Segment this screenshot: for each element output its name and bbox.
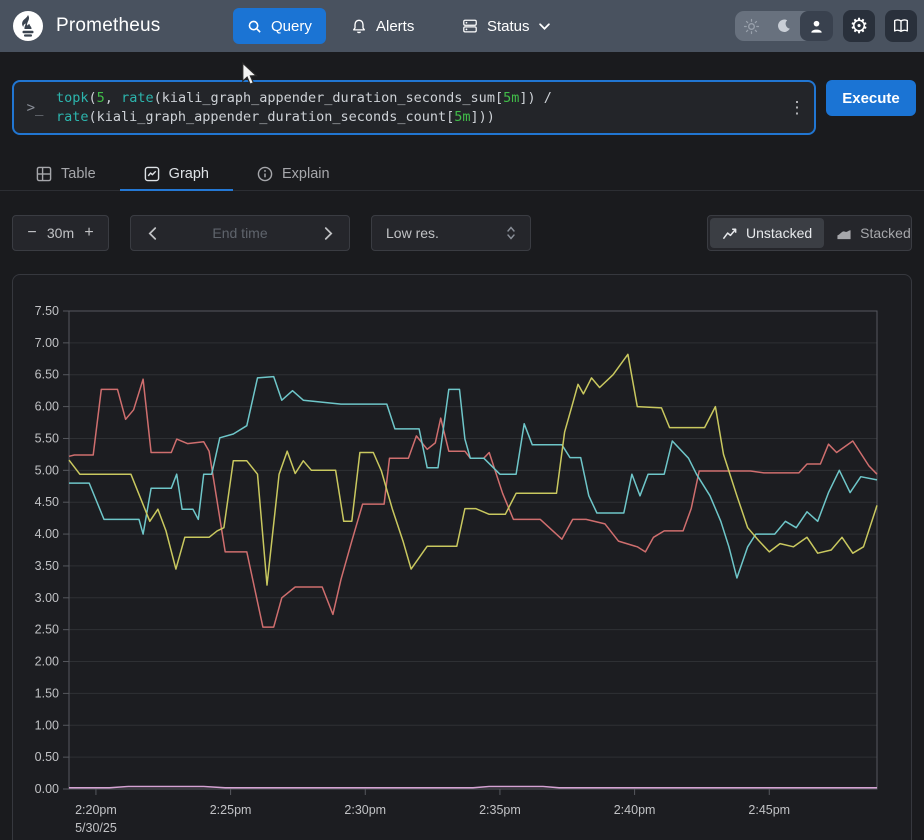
svg-text:0.00: 0.00 bbox=[35, 782, 59, 796]
app-title: Prometheus bbox=[56, 0, 160, 52]
svg-text:7.50: 7.50 bbox=[35, 304, 59, 318]
theme-dark-option[interactable] bbox=[768, 11, 801, 41]
bell-icon bbox=[351, 18, 367, 35]
query-expression-input[interactable]: >_ topk(5, rate(kiali_graph_appender_dur… bbox=[12, 80, 816, 135]
tab-explain-label: Explain bbox=[282, 166, 330, 182]
table-icon bbox=[36, 166, 52, 182]
chevron-down-icon bbox=[539, 23, 550, 30]
svg-text:1.00: 1.00 bbox=[35, 718, 59, 732]
tab-graph[interactable]: Graph bbox=[120, 157, 233, 190]
svg-text:2:30pm: 2:30pm bbox=[344, 803, 386, 817]
series-red bbox=[69, 379, 877, 627]
end-time-picker: End time bbox=[130, 215, 350, 251]
graph-icon bbox=[144, 166, 160, 182]
svg-text:1.50: 1.50 bbox=[35, 686, 59, 700]
theme-toggle-group bbox=[735, 11, 833, 41]
info-icon bbox=[257, 166, 273, 182]
unstacked-label: Unstacked bbox=[746, 225, 812, 241]
chevron-left-icon bbox=[148, 227, 157, 240]
svg-text:5/30/25: 5/30/25 bbox=[75, 821, 117, 835]
svg-text:2:40pm: 2:40pm bbox=[614, 803, 656, 817]
range-decrease-button[interactable]: − bbox=[19, 218, 45, 248]
unstacked-toggle[interactable]: Unstacked bbox=[710, 218, 824, 248]
promql-line-2: rate(kiali_graph_appender_duration_secon… bbox=[56, 108, 780, 127]
tab-explain[interactable]: Explain bbox=[233, 157, 354, 190]
nav-status-label: Status bbox=[487, 18, 530, 35]
series-yellow bbox=[69, 354, 877, 585]
svg-text:2:35pm: 2:35pm bbox=[479, 803, 521, 817]
settings-button[interactable]: ⚙ bbox=[843, 10, 875, 42]
theme-light-option[interactable] bbox=[735, 11, 768, 41]
stacked-label: Stacked bbox=[860, 225, 911, 241]
stacking-toggle-group: Unstacked Stacked bbox=[707, 215, 912, 251]
svg-text:2:25pm: 2:25pm bbox=[210, 803, 252, 817]
promql-expression[interactable]: topk(5, rate(kiali_graph_appender_durati… bbox=[56, 89, 780, 127]
svg-text:7.00: 7.00 bbox=[35, 336, 59, 350]
svg-text:2:20pm: 2:20pm bbox=[75, 803, 117, 817]
svg-text:2.00: 2.00 bbox=[35, 655, 59, 669]
graph-panel: 0.00 0.50 1.00 1.50 2.00 2.50 3.00 3.50 4.00 4.50… bbox=[12, 274, 912, 840]
svg-text:6.00: 6.00 bbox=[35, 400, 59, 414]
end-time-back-button[interactable] bbox=[139, 218, 165, 248]
nav-query-button[interactable]: Query bbox=[233, 8, 326, 44]
line-chart-icon bbox=[722, 226, 738, 241]
end-time-forward-button[interactable] bbox=[315, 218, 341, 248]
documentation-button[interactable] bbox=[885, 10, 917, 42]
prometheus-logo bbox=[12, 10, 44, 42]
resolution-select[interactable]: Low res. bbox=[371, 215, 531, 251]
svg-text:4.50: 4.50 bbox=[35, 495, 59, 509]
search-icon bbox=[247, 19, 262, 34]
book-icon bbox=[892, 17, 910, 35]
person-icon bbox=[808, 18, 825, 35]
range-value[interactable]: 30m bbox=[47, 225, 74, 241]
nav-alerts-label: Alerts bbox=[376, 18, 414, 35]
nav-status-button[interactable]: Status bbox=[448, 8, 564, 44]
execute-button[interactable]: Execute bbox=[826, 80, 916, 116]
svg-text:4.00: 4.00 bbox=[35, 527, 59, 541]
svg-text:5.00: 5.00 bbox=[35, 463, 59, 477]
chevron-up-down-icon bbox=[506, 225, 516, 241]
navbar: Prometheus Query Alerts Status bbox=[0, 0, 924, 52]
tab-table-label: Table bbox=[61, 166, 96, 182]
theme-auto-option[interactable] bbox=[800, 11, 833, 41]
query-options-menu-button[interactable]: ⋮ bbox=[780, 98, 814, 118]
svg-text:3.00: 3.00 bbox=[35, 591, 59, 605]
svg-text:0.50: 0.50 bbox=[35, 750, 59, 764]
end-time-input[interactable]: End time bbox=[212, 225, 267, 241]
terminal-prompt-icon: >_ bbox=[14, 100, 56, 116]
svg-text:2.50: 2.50 bbox=[35, 623, 59, 637]
nav-alerts-button[interactable]: Alerts bbox=[337, 8, 428, 44]
svg-text:3.50: 3.50 bbox=[35, 559, 59, 573]
svg-text:5.50: 5.50 bbox=[35, 431, 59, 445]
time-series-chart-svg[interactable]: 0.00 0.50 1.00 1.50 2.00 2.50 3.00 3.50 4.00 4.50… bbox=[13, 275, 911, 840]
tab-table[interactable]: Table bbox=[12, 157, 120, 190]
resolution-value: Low res. bbox=[386, 225, 439, 241]
svg-text:2:45pm: 2:45pm bbox=[748, 803, 790, 817]
promql-line-1: topk(5, rate(kiali_graph_appender_durati… bbox=[56, 89, 780, 108]
sun-icon bbox=[743, 18, 760, 35]
result-tabs: Table Graph Explain bbox=[0, 157, 924, 191]
stacked-toggle[interactable]: Stacked bbox=[824, 218, 923, 248]
svg-text:6.50: 6.50 bbox=[35, 368, 59, 382]
moon-icon bbox=[776, 18, 792, 34]
nav-query-label: Query bbox=[271, 18, 312, 35]
range-increase-button[interactable]: + bbox=[76, 218, 102, 248]
series-pink bbox=[69, 787, 877, 788]
gear-icon: ⚙ bbox=[850, 16, 869, 37]
area-chart-icon bbox=[836, 226, 852, 241]
time-range-selector: − 30m + bbox=[12, 215, 109, 251]
chevron-right-icon bbox=[324, 227, 333, 240]
tab-graph-label: Graph bbox=[169, 166, 209, 182]
server-icon bbox=[462, 18, 478, 34]
